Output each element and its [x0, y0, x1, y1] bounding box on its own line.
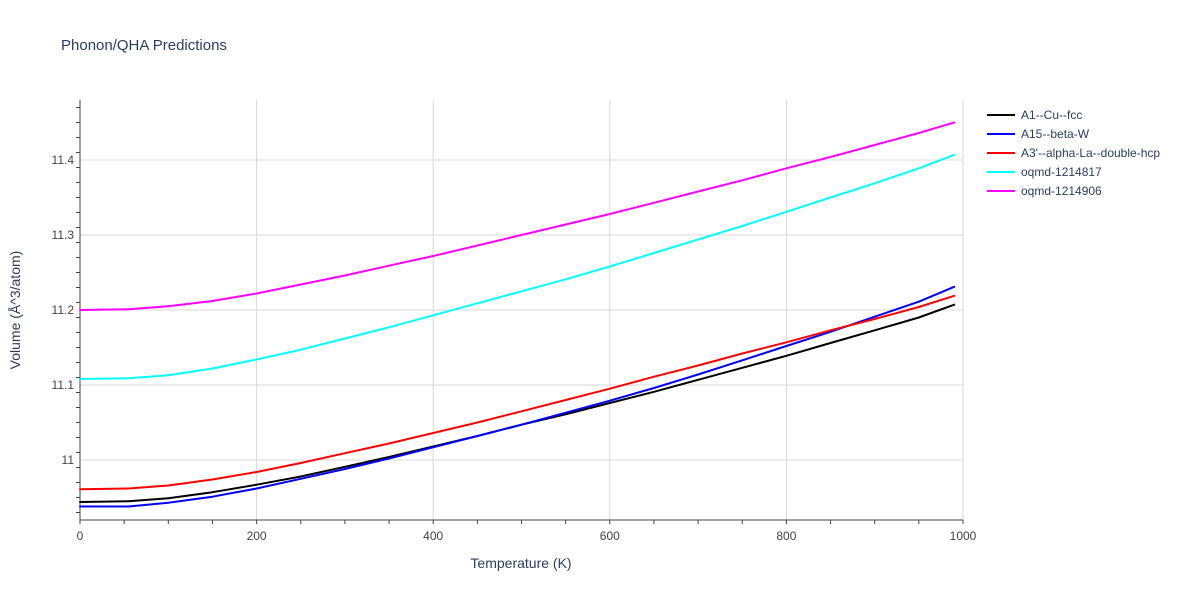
legend-label: oqmd-1214906 — [1021, 184, 1102, 198]
y-tick-label: 11.1 — [52, 378, 75, 392]
x-axis-title: Temperature (K) — [470, 555, 571, 571]
y-tick-label: 11 — [62, 453, 75, 467]
series-line-a3-alpha-la-double-hcp — [79, 294, 956, 491]
series-lines — [79, 121, 956, 508]
series-line-oqmd-1214906 — [79, 121, 956, 311]
x-tick-label: 0 — [77, 529, 84, 543]
legend[interactable]: A1--Cu--fcc A15--beta-W A3'--alpha-La--dou… — [987, 108, 1160, 198]
legend-item[interactable]: A3'--alpha-La--double-hcp — [987, 146, 1160, 160]
series-line-a15-beta-w — [79, 285, 956, 508]
x-tick-label: 200 — [247, 529, 267, 543]
grid — [76, 100, 964, 524]
y-tick-label: 11.2 — [52, 303, 75, 317]
y-tick-label: 11.3 — [52, 228, 75, 242]
y-tick-label: 11.4 — [52, 153, 75, 167]
x-tick-label: 1000 — [950, 529, 977, 543]
y-axis-title: Volume (Å^3/atom) — [7, 251, 23, 370]
x-tick-label: 600 — [600, 529, 620, 543]
legend-item[interactable]: A1--Cu--fcc — [987, 108, 1082, 122]
chart-title: Phonon/QHA Predictions — [61, 37, 227, 54]
legend-item[interactable]: A15--beta-W — [987, 127, 1090, 141]
series-line-oqmd-1214817 — [79, 153, 956, 380]
x-tick-label: 400 — [423, 529, 443, 543]
legend-label: oqmd-1214817 — [1021, 165, 1102, 179]
legend-item[interactable]: oqmd-1214817 — [987, 165, 1102, 179]
legend-label: A1--Cu--fcc — [1021, 108, 1082, 122]
x-tick-labels: 0 200 400 600 800 1000 — [77, 529, 977, 543]
y-tick-labels: 11 11.1 11.2 11.3 11.4 — [52, 153, 75, 467]
legend-item[interactable]: oqmd-1214906 — [987, 184, 1102, 198]
x-tick-label: 800 — [776, 529, 796, 543]
legend-label: A15--beta-W — [1021, 127, 1090, 141]
legend-label: A3'--alpha-La--double-hcp — [1021, 146, 1160, 160]
